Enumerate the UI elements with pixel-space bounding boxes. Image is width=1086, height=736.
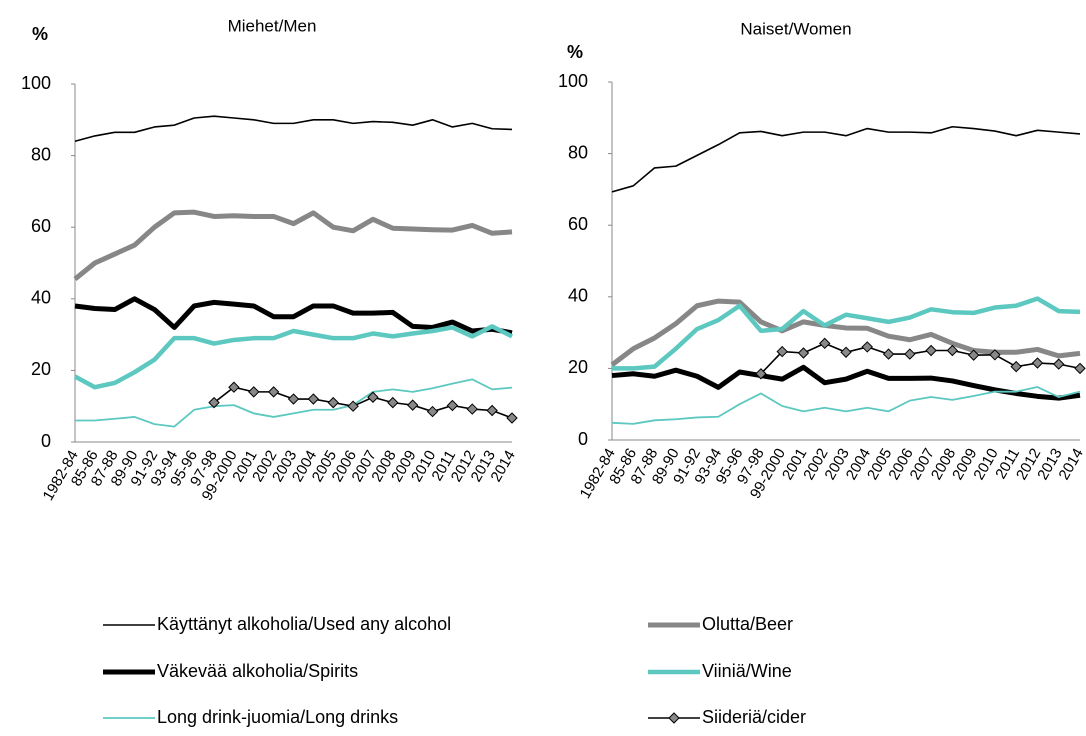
y-tick-label: 80 — [31, 144, 51, 164]
legend-label: Siideriä/cider — [702, 707, 806, 727]
chart-title: Miehet/Men — [228, 16, 317, 35]
y-tick-label: 100 — [21, 73, 51, 93]
marker — [776, 345, 788, 358]
marker — [1074, 362, 1086, 375]
series-line — [73, 209, 513, 282]
y-tick-label: 0 — [41, 431, 51, 451]
legend-marker — [668, 712, 680, 724]
y-tick-label: 40 — [31, 288, 51, 308]
marker — [506, 412, 518, 424]
marker — [904, 348, 916, 360]
marker — [387, 396, 399, 409]
legend-item: Väkevää alkoholia/Spirits — [103, 661, 358, 681]
y-tick-label: 80 — [568, 142, 588, 162]
marker — [925, 344, 937, 357]
series-line — [612, 296, 1081, 371]
y-tick-label: 0 — [578, 429, 588, 449]
marker — [446, 399, 459, 412]
legend-item: Olutta/Beer — [648, 614, 793, 634]
marker — [755, 368, 767, 380]
marker — [1010, 360, 1022, 373]
series-line — [73, 324, 514, 390]
marker — [347, 400, 359, 412]
marker — [466, 403, 478, 415]
marker — [426, 405, 439, 418]
series-line — [75, 378, 513, 428]
marker — [486, 404, 498, 417]
marker — [989, 349, 1001, 361]
marker — [267, 386, 280, 398]
marker — [307, 393, 320, 405]
marker — [1053, 358, 1065, 370]
series-line — [760, 342, 1081, 375]
series-line — [611, 386, 1081, 425]
marker — [248, 386, 260, 398]
y-tick-label: 40 — [568, 286, 588, 306]
y-axis-label: % — [567, 42, 583, 62]
series-line — [611, 125, 1081, 193]
y-tick-label: 60 — [568, 214, 588, 234]
marker — [367, 391, 379, 403]
series-line — [611, 364, 1081, 401]
legend-label: Long drink-juomia/Long drinks — [157, 707, 398, 727]
marker — [406, 399, 419, 411]
chart-title: Naiset/Women — [740, 19, 851, 38]
legend-item: Viiniä/Wine — [648, 661, 792, 681]
y-tick-label: 100 — [558, 71, 588, 91]
marker — [797, 347, 810, 359]
marker — [861, 341, 873, 353]
y-tick-label: 20 — [568, 357, 588, 377]
legend-label: Väkevää alkoholia/Spirits — [157, 661, 358, 681]
series-line — [74, 115, 513, 143]
marker — [208, 396, 220, 409]
legend-item: Siideriä/cider — [648, 707, 806, 727]
marker — [819, 337, 831, 350]
legend-label: Käyttänyt alkoholia/Used any alcohol — [157, 614, 451, 634]
legend-label: Viiniä/Wine — [702, 661, 792, 681]
marker — [882, 348, 895, 360]
marker — [946, 344, 959, 357]
y-tick-label: 20 — [31, 359, 51, 379]
y-tick-label: 60 — [31, 216, 51, 236]
marker — [228, 381, 240, 393]
marker — [287, 393, 300, 405]
series-line — [213, 386, 513, 419]
legend-item: Long drink-juomia/Long drinks — [103, 707, 398, 727]
y-axis-label: % — [32, 24, 48, 44]
legend-item: Käyttänyt alkoholia/Used any alcohol — [103, 614, 451, 634]
marker — [840, 346, 852, 358]
legend-label: Olutta/Beer — [702, 614, 793, 634]
marker — [1031, 357, 1044, 369]
marker — [327, 396, 339, 409]
marker — [967, 349, 980, 361]
series-line — [610, 298, 1081, 367]
series-line — [74, 296, 513, 336]
